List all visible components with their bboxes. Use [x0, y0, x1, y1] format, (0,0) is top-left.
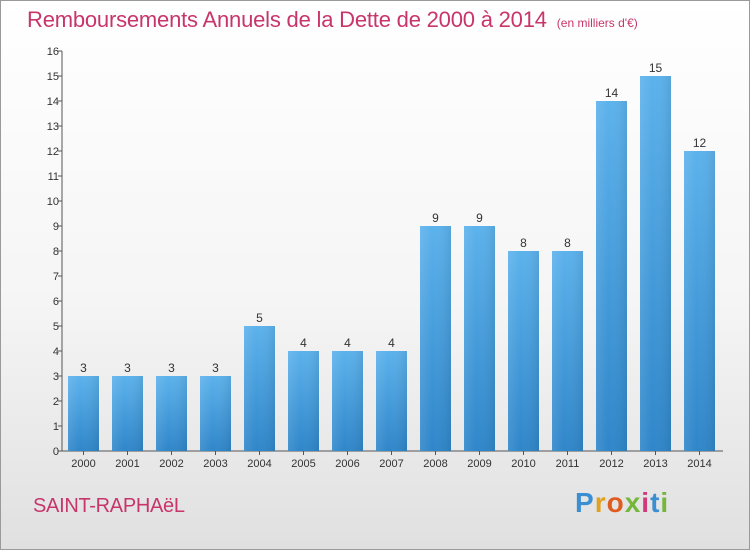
y-tick-label: 6: [53, 296, 59, 308]
x-tick-label: 2003: [203, 458, 227, 470]
bar-sheen: [156, 376, 187, 451]
logo-letter: x: [624, 487, 642, 518]
x-tick-label: 2012: [599, 458, 623, 470]
data-label: 3: [168, 361, 175, 375]
x-tick-label: 2008: [423, 458, 447, 470]
x-tick-label: 2001: [115, 458, 139, 470]
bar-sheen: [244, 326, 275, 451]
bar-sheen: [552, 251, 583, 451]
bars: [68, 76, 715, 451]
bar-sheen: [596, 101, 627, 451]
bar-sheen: [420, 226, 451, 451]
data-labels: 2000 3 2001 3 2002 3 2003 3 2004 5 2005 4 2006 4 2007 4…: [71, 61, 711, 470]
x-tick-label: 2010: [511, 458, 535, 470]
x-tick-label: 2006: [335, 458, 359, 470]
y-tick-label: 3: [53, 371, 59, 383]
x-tick-label: 2009: [467, 458, 491, 470]
data-label: 9: [476, 211, 483, 225]
bar-sheen: [68, 376, 99, 451]
bar-sheen: [200, 376, 231, 451]
y-tick-label: 8: [53, 246, 59, 258]
y-tick-label: 0: [53, 446, 59, 458]
y-tick-label: 13: [47, 121, 59, 133]
x-tick-label: 2007: [379, 458, 403, 470]
logo-letter: o: [606, 487, 625, 518]
bar-sheen: [508, 251, 539, 451]
bar-sheen: [684, 151, 715, 451]
data-label: 14: [605, 86, 619, 100]
proxiti-logo: Proxiti: [575, 487, 669, 519]
y-tick-label: 14: [47, 96, 59, 108]
y-tick-label: 11: [48, 171, 59, 183]
y-tick-label: 1: [53, 421, 59, 433]
logo-letter: t: [650, 487, 661, 518]
data-label: 4: [344, 336, 351, 350]
x-tick-label: 2011: [556, 458, 580, 470]
chart-title: Remboursements Annuels de la Dette de 20…: [27, 7, 638, 33]
y-tick-label: 7: [53, 271, 59, 283]
data-label: 3: [212, 361, 219, 375]
x-tick-label: 2002: [159, 458, 183, 470]
commune-name: SAINT-RAPHAëL: [33, 495, 185, 517]
chart-title-text: Remboursements Annuels de la Dette de 20…: [27, 7, 547, 32]
y-tick-label: 5: [53, 321, 59, 333]
bar-sheen: [112, 376, 143, 451]
logo-letter: i: [641, 487, 651, 518]
logo-letter: r: [594, 487, 607, 518]
y-tick-label: 12: [47, 146, 59, 158]
y-tick-label: 16: [47, 46, 59, 58]
y-tick-label: 9: [53, 221, 59, 233]
x-tick-label: 2000: [71, 458, 95, 470]
data-label: 5: [256, 311, 263, 325]
logo-letter: P: [575, 487, 595, 518]
bar-sheen: [332, 351, 363, 451]
bar-sheen: [376, 351, 407, 451]
logo-letter: i: [660, 487, 670, 518]
data-label: 15: [649, 61, 663, 75]
x-tick-label: 2013: [643, 458, 667, 470]
bar-sheen: [288, 351, 319, 451]
bar-sheen: [464, 226, 495, 451]
data-label: 12: [693, 136, 707, 150]
data-label: 3: [80, 361, 87, 375]
data-label: 4: [388, 336, 395, 350]
data-label: 4: [300, 336, 307, 350]
data-label: 9: [432, 211, 439, 225]
x-tick-label: 2014: [687, 458, 711, 470]
y-tick-label: 10: [47, 196, 59, 208]
data-label: 8: [564, 236, 571, 250]
data-label: 3: [124, 361, 131, 375]
bar-sheen: [640, 76, 671, 451]
y-tick-label: 2: [53, 396, 59, 408]
unit-note: (en milliers d'€): [556, 16, 638, 30]
x-tick-label: 2005: [291, 458, 315, 470]
y-tick-label: 15: [47, 71, 59, 83]
x-tick-label: 2004: [247, 458, 271, 470]
data-label: 8: [520, 236, 527, 250]
y-tick-label: 4: [53, 346, 59, 358]
